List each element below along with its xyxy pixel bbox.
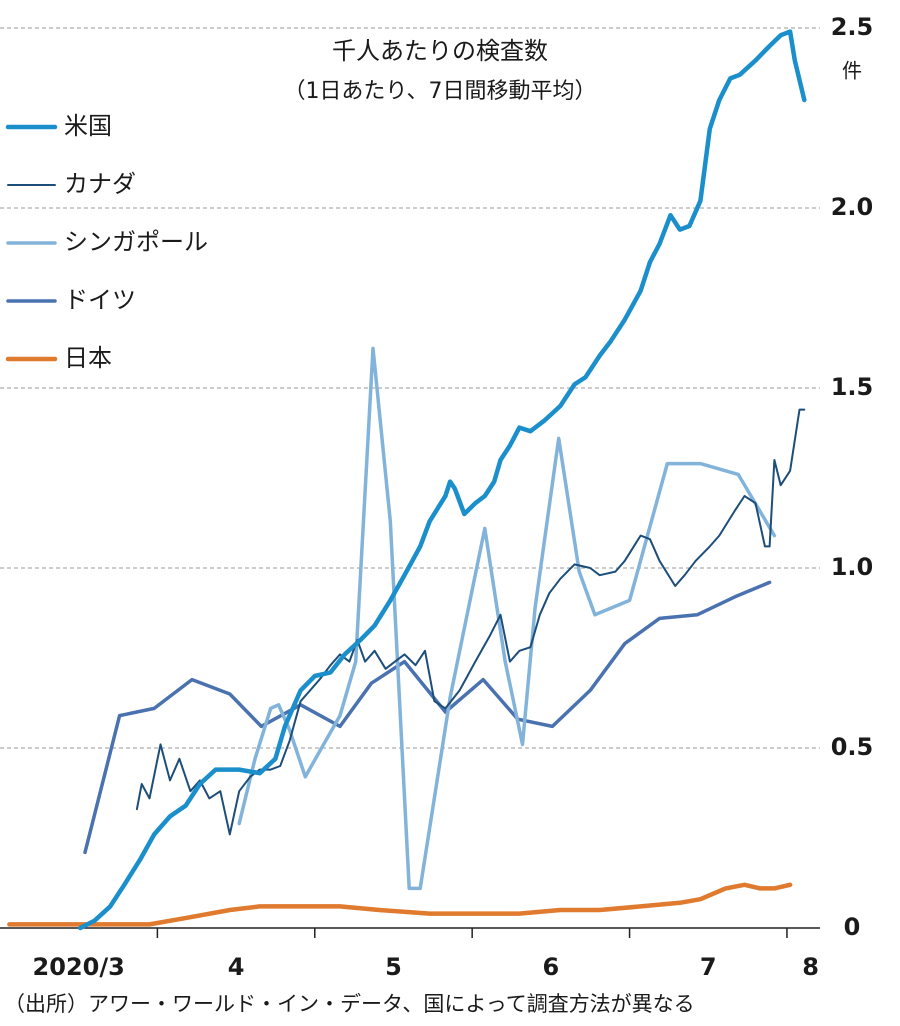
y-tick-label: 2.5 — [831, 13, 874, 41]
series-line — [7, 882, 793, 927]
y-tick-label: 1.5 — [831, 373, 874, 401]
series-line — [78, 29, 807, 931]
x-tick-label: 6 — [543, 953, 560, 981]
y-tick-label: 0.5 — [831, 733, 874, 761]
y-tick-label: 2.0 — [831, 193, 874, 221]
y-tick-label: 1.0 — [831, 553, 874, 581]
source-note: （出所）アワー・ワールド・イン・データ、国によって調査方法が異なる — [4, 992, 695, 1016]
x-tick-label: 2020/3 — [33, 953, 125, 981]
chart-subtitle: （1日あたり、7日間移動平均） — [283, 79, 596, 104]
y-tick-label: 0 — [844, 913, 861, 941]
x-tick-label: 8 — [802, 953, 819, 981]
legend-label: シンガポール — [64, 228, 208, 256]
chart-title: 千人あたりの検査数 — [332, 37, 548, 65]
legend-label: カナダ — [64, 170, 136, 198]
series-line — [237, 346, 777, 891]
y-unit: 件 — [842, 59, 862, 83]
legend-label: ドイツ — [64, 286, 136, 314]
series-line — [83, 580, 772, 855]
x-tick-label: 5 — [385, 953, 402, 981]
legend-label: 米国 — [64, 112, 112, 140]
x-tick-label: 4 — [228, 953, 245, 981]
legend-label: 日本 — [64, 344, 112, 372]
x-tick-label: 7 — [700, 953, 717, 981]
series-line — [135, 408, 806, 836]
